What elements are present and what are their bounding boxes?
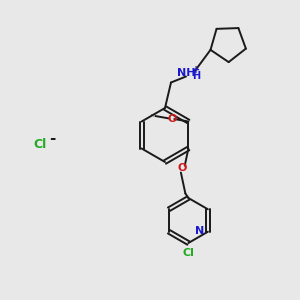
- Text: +: +: [192, 65, 200, 75]
- Text: O: O: [167, 114, 177, 124]
- Text: -: -: [49, 131, 56, 146]
- Text: Cl: Cl: [34, 137, 47, 151]
- Text: H: H: [192, 71, 200, 81]
- Text: O: O: [178, 163, 187, 173]
- Text: methoxy
CH₃: methoxy CH₃: [151, 114, 157, 117]
- Text: NH: NH: [177, 68, 195, 79]
- Text: N: N: [195, 226, 204, 236]
- Text: Cl: Cl: [182, 248, 194, 258]
